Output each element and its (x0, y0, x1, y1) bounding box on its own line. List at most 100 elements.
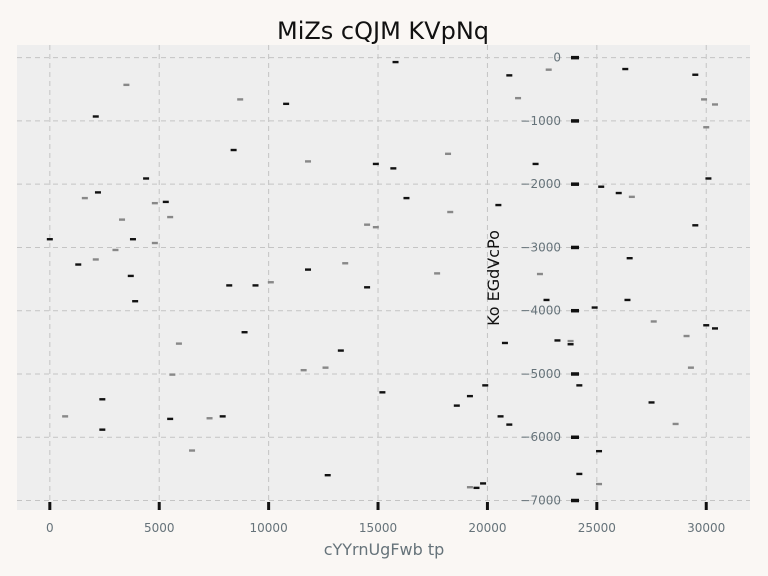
data-point (567, 343, 574, 346)
x-tick-label: 5000 (144, 521, 175, 535)
x-tick-label: 30000 (687, 521, 725, 535)
data-point (230, 148, 237, 152)
data-point (112, 248, 119, 252)
data-point (495, 203, 502, 207)
data-point (305, 160, 312, 163)
data-point (337, 349, 344, 352)
data-point (151, 201, 158, 205)
plot-area (17, 45, 750, 510)
data-point (267, 281, 274, 284)
data-point (241, 331, 248, 334)
data-point (692, 224, 699, 227)
x-tick-label: 15000 (359, 521, 397, 535)
data-point (364, 223, 371, 226)
data-point (219, 415, 226, 418)
data-point (453, 404, 460, 407)
y-axis-inner: 0 −1000 −2000 −3000 −4000 −5000 −6000 −7000 (520, 51, 579, 508)
data-point (226, 284, 233, 287)
data-point (591, 306, 598, 309)
data-point (596, 449, 603, 453)
data-point (119, 218, 126, 221)
data-point (123, 83, 130, 87)
chart-title: MiZs cQJM KVpNq (277, 17, 489, 45)
data-point (342, 262, 349, 265)
y-tick-label: −2000 (520, 177, 561, 191)
data-point (92, 258, 99, 261)
data-point (372, 162, 379, 166)
data-point (324, 474, 331, 477)
data-point (162, 200, 169, 204)
data-point (127, 274, 134, 278)
data-point (143, 177, 150, 180)
y-tick-label: −3000 (520, 240, 561, 254)
data-point (598, 185, 605, 188)
data-point (392, 60, 399, 64)
data-point (622, 67, 629, 71)
y-tick-label: 0 (553, 51, 561, 65)
data-point (703, 324, 710, 327)
data-point (596, 482, 603, 486)
data-point (506, 74, 513, 77)
data-point (701, 98, 708, 101)
data-point (46, 238, 53, 241)
data-point (167, 215, 174, 219)
data-point (692, 73, 699, 76)
data-point (648, 401, 655, 404)
data-point (672, 422, 679, 426)
x-tick-label: 25000 (578, 521, 616, 535)
data-point (445, 152, 452, 156)
data-point (493, 262, 500, 265)
grid: 0 5000 10000 15000 20000 25000 30000 (17, 45, 750, 535)
y-axis-label: Ko EGdVcPo (484, 230, 503, 326)
data-point (626, 257, 633, 260)
data-point (543, 298, 550, 302)
data-point (705, 177, 712, 180)
data-point (390, 167, 397, 170)
data-point (237, 98, 244, 101)
data-point (506, 423, 513, 426)
data-point (300, 368, 307, 372)
x-tick-label: 10000 (250, 521, 288, 535)
data-point (711, 103, 718, 106)
data-point (711, 327, 718, 330)
data-point (364, 286, 371, 289)
data-point (434, 272, 441, 275)
data-point (466, 394, 473, 398)
data-point (473, 486, 480, 490)
data-point (532, 162, 539, 166)
data-point (99, 428, 106, 431)
y-tick-label: −6000 (520, 430, 561, 444)
data-point (624, 298, 631, 302)
data-point (206, 417, 213, 420)
data-point (545, 68, 552, 71)
data-point (501, 341, 508, 345)
data-point (497, 415, 504, 418)
data-point (683, 334, 690, 338)
data-point (536, 272, 543, 276)
data-point (75, 263, 82, 266)
y-tick-label: −7000 (520, 494, 561, 508)
data-point (482, 384, 489, 387)
data-point (687, 366, 694, 369)
data-point (650, 320, 657, 323)
data-point (252, 284, 259, 287)
data-point (305, 268, 312, 271)
data-point (62, 415, 69, 418)
data-point (99, 398, 106, 401)
data-point (628, 195, 635, 199)
x-tick-label: 20000 (468, 521, 506, 535)
data-point (567, 339, 574, 343)
data-point (703, 126, 710, 129)
data-point (447, 210, 454, 214)
data-point (132, 300, 139, 303)
data-points (46, 60, 718, 490)
data-point (576, 384, 583, 387)
data-point (379, 391, 386, 394)
data-point (322, 366, 329, 369)
y-tick-label: −4000 (520, 304, 561, 318)
data-point (554, 339, 561, 342)
data-point (372, 226, 379, 229)
data-point (129, 238, 136, 241)
data-point (167, 417, 174, 421)
